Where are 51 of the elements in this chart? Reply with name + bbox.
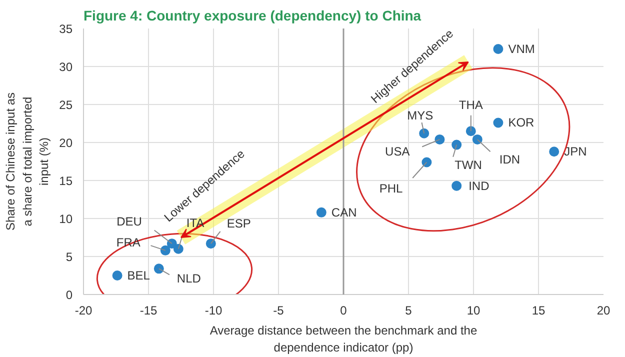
point <box>452 180 462 191</box>
x-tick-label: 5 <box>405 304 412 318</box>
annotation: ESP <box>226 216 251 231</box>
x-tick-label: -10 <box>204 304 222 318</box>
y-tick-label: 30 <box>59 60 73 74</box>
annotation: PHL <box>379 181 404 196</box>
y-tick-label: 35 <box>59 22 73 36</box>
annotation: THA <box>458 98 483 112</box>
annotation: IND <box>468 178 490 193</box>
point <box>160 245 170 256</box>
point <box>419 128 430 138</box>
x-tick-label: 0 <box>340 304 348 318</box>
x-tick-label: 15 <box>532 304 546 318</box>
annotation: BEL <box>127 268 150 282</box>
annotation: VNM <box>508 42 535 56</box>
point <box>493 118 504 128</box>
annotation: CAN <box>331 205 357 220</box>
x-tick-label: 20 <box>596 304 610 318</box>
y-tick-label: 20 <box>59 136 73 150</box>
annotation: DEU <box>116 214 142 229</box>
point <box>466 126 476 136</box>
x-tick-label: -15 <box>140 304 158 318</box>
annotation: NLD <box>176 272 202 286</box>
y-tick-label: 0 <box>66 288 73 302</box>
annotation: KOR <box>508 116 535 130</box>
y-tick-label: 15 <box>59 174 73 188</box>
x-axis-title: Average distance between the benchmark and the dependence indicator (pp) <box>210 324 478 354</box>
chart-title: Figure 4: Country exposure (dependency) to China <box>84 8 422 24</box>
point <box>452 140 462 150</box>
annotation: JPN <box>564 144 587 159</box>
x-tick-label: -20 <box>74 304 92 318</box>
point <box>173 244 184 254</box>
point <box>154 264 164 274</box>
point <box>422 157 432 168</box>
y-tick-label: 25 <box>59 98 73 112</box>
annotation: MYS <box>407 108 434 122</box>
annotation: IDN <box>499 152 520 166</box>
point <box>472 134 482 144</box>
point <box>549 146 560 157</box>
annotation: TWN <box>454 158 482 172</box>
y-tick-label: 10 <box>59 212 73 226</box>
point <box>112 270 122 280</box>
point <box>316 207 326 218</box>
x-tick-label: 10 <box>466 304 480 318</box>
point <box>493 44 504 54</box>
point <box>206 238 216 249</box>
y-tick-label: 5 <box>66 250 73 264</box>
annotation: USA <box>385 144 410 158</box>
y-axis-title: Share of Chinese input as a share of total imported input (%) <box>4 92 52 231</box>
x-tick-label: -5 <box>273 304 284 318</box>
point <box>434 134 445 144</box>
